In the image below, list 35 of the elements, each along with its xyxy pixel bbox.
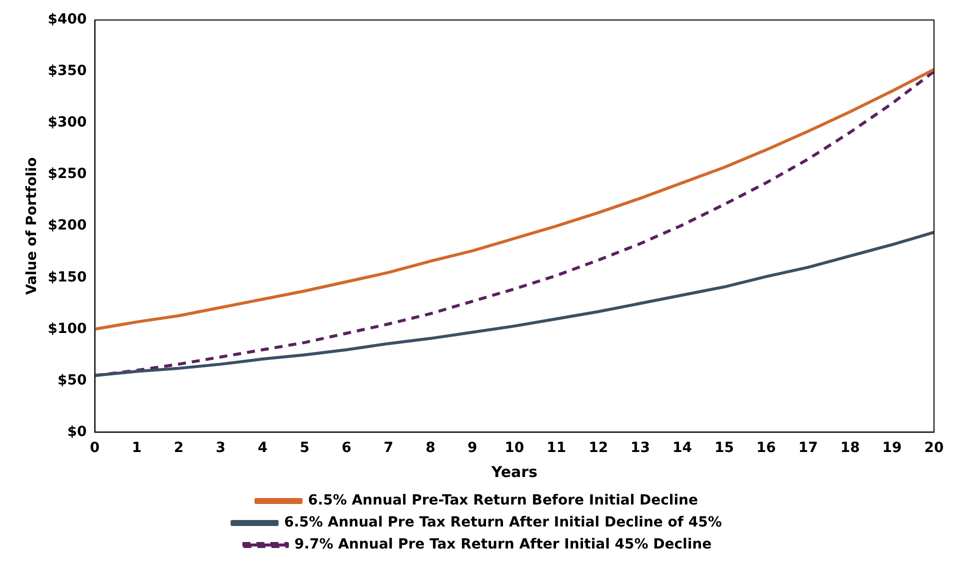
- x-tick-label: 14: [672, 440, 692, 456]
- legend-label: 6.5% Annual Pre Tax Return After Initial Decline of 45%: [284, 514, 722, 531]
- x-tick-label: 11: [546, 440, 566, 456]
- y-tick-label: $100: [48, 320, 88, 337]
- y-tick-label: $200: [48, 218, 88, 234]
- x-tick-label: 17: [798, 440, 818, 456]
- x-tick-label: 18: [840, 440, 860, 456]
- legend-label: 9.7% Annual Pre Tax Return After Initial 45% Decline: [294, 536, 712, 553]
- x-tick-label: 3: [216, 440, 226, 456]
- x-tick-label: 13: [630, 440, 650, 456]
- x-tick-label: 15: [714, 440, 734, 456]
- x-tick-label: 6: [342, 440, 352, 456]
- y-tick-label: $350: [48, 63, 88, 80]
- x-tick-label: 9: [468, 440, 478, 456]
- y-axis-title: Value of Portfolio: [24, 156, 40, 295]
- legend-label: 6.5% Annual Pre-Tax Return Before Initial Decline: [308, 492, 698, 509]
- x-tick-label: 20: [924, 440, 944, 456]
- x-tick-label: 16: [756, 440, 776, 456]
- y-tick-label: $0: [67, 424, 88, 440]
- y-tick-label: $50: [58, 372, 88, 388]
- x-tick-label: 2: [174, 440, 184, 456]
- x-tick-label: 7: [384, 440, 394, 456]
- x-tick-label: 5: [300, 440, 310, 456]
- y-tick-label: $400: [48, 12, 88, 28]
- x-axis-title: Years: [490, 462, 538, 481]
- y-tick-label: $150: [48, 269, 88, 286]
- x-tick-label: 19: [882, 440, 902, 456]
- x-tick-label: 0: [90, 440, 100, 456]
- x-tick-label: 12: [588, 440, 608, 456]
- x-tick-label: 4: [258, 440, 268, 456]
- y-tick-label: $250: [48, 166, 88, 182]
- y-tick-label: $300: [48, 114, 88, 131]
- x-tick-label: 8: [426, 440, 436, 456]
- x-tick-label: 1: [132, 440, 142, 456]
- x-tick-label: 10: [504, 440, 524, 456]
